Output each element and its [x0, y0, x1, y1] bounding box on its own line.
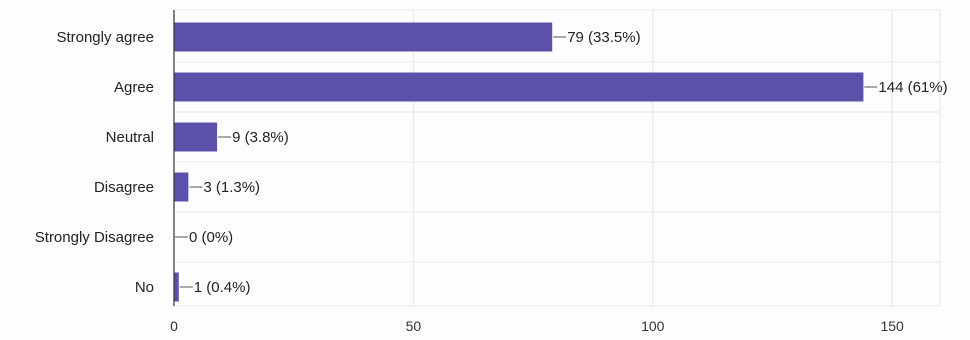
data-label-5: 1 (0.4%) [194, 279, 251, 296]
category-label-5: No [135, 279, 154, 296]
bar-3 [174, 172, 189, 202]
bar-2 [174, 122, 218, 152]
data-label-4: 0 (0%) [189, 229, 233, 246]
grid-layer [174, 9, 941, 307]
category-label-2: Neutral [106, 129, 154, 146]
bar-1 [174, 72, 864, 102]
x-tick-label-0: 0 [170, 318, 178, 334]
x-tick-label-50: 50 [406, 318, 422, 334]
data-labels-layer: 79 (33.5%) 144 (61%) 9 (3.8%) 3 (1.3%) 0 (0%… [175, 29, 948, 296]
bar-0 [174, 22, 553, 52]
data-label-1: 144 (61%) [878, 79, 947, 96]
data-label-3: 3 (1.3%) [203, 179, 260, 196]
data-label-2: 9 (3.8%) [232, 129, 289, 146]
bar-5 [174, 272, 179, 302]
category-label-4: Strongly Disagree [35, 229, 154, 246]
category-label-3: Disagree [94, 179, 154, 196]
x-tick-label-150: 150 [880, 318, 904, 334]
category-labels-layer: Strongly agree Agree Neutral Disagree Strong… [35, 29, 154, 296]
category-label-0: Strongly agree [56, 29, 154, 46]
x-tick-label-100: 100 [641, 318, 665, 334]
category-label-1: Agree [114, 79, 154, 96]
bars-layer [174, 22, 864, 302]
data-label-0: 79 (33.5%) [567, 29, 640, 46]
x-axis-ticks-layer: 0 50 100 150 [170, 318, 904, 334]
